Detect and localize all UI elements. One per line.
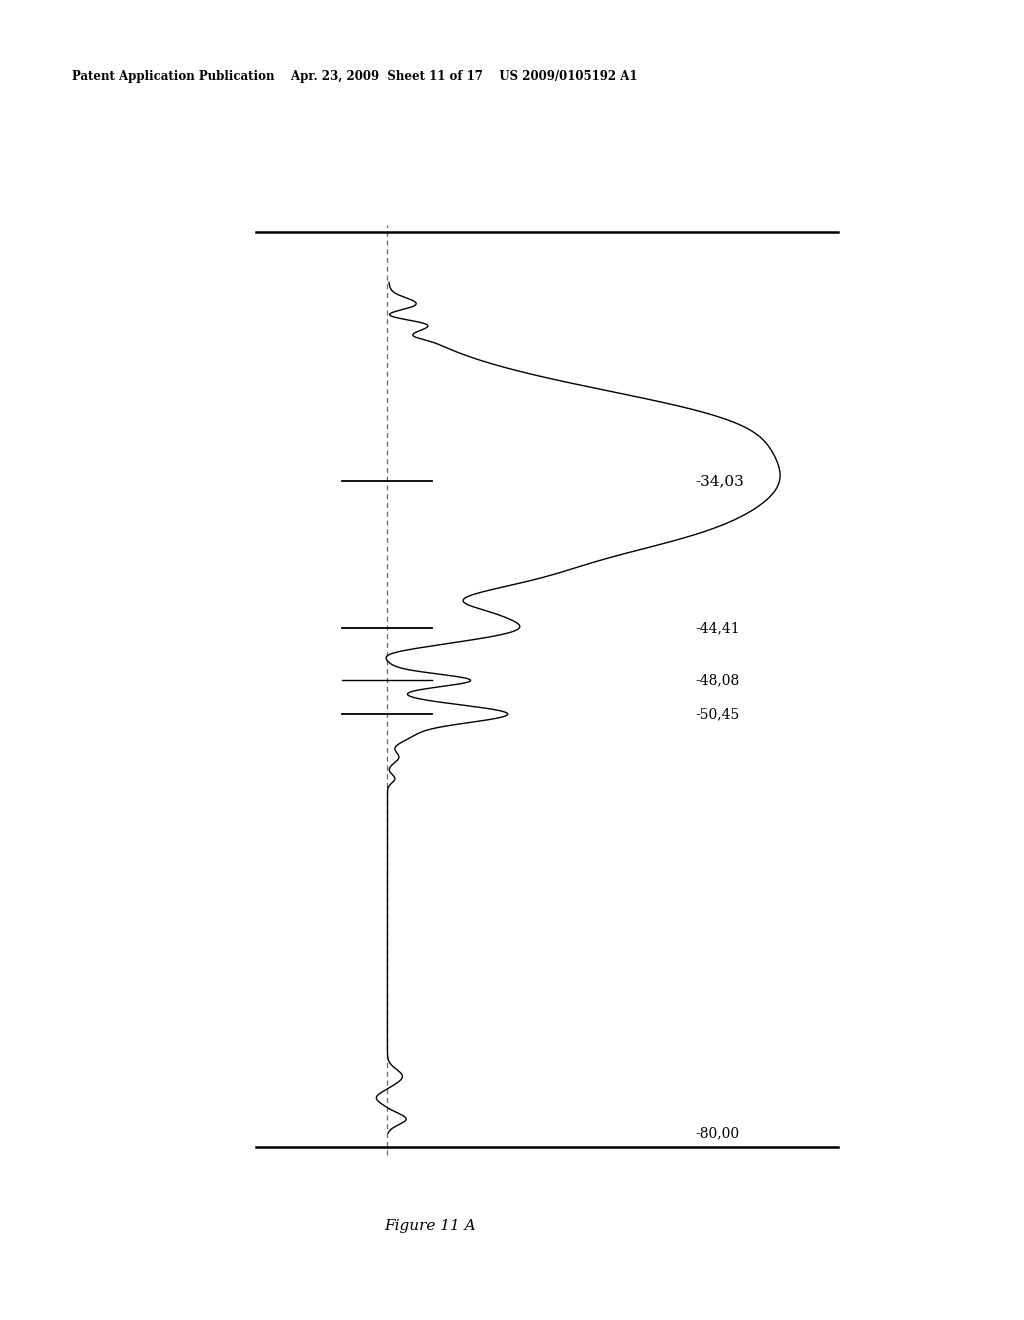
Text: -34,03: -34,03 [695, 474, 744, 488]
Text: -44,41: -44,41 [695, 622, 740, 635]
Text: Patent Application Publication    Apr. 23, 2009  Sheet 11 of 17    US 2009/01051: Patent Application Publication Apr. 23, … [72, 70, 637, 83]
Text: -50,45: -50,45 [695, 708, 739, 721]
Text: Figure 11 A: Figure 11 A [384, 1220, 476, 1233]
Text: -48,08: -48,08 [695, 673, 739, 688]
Text: -80,00: -80,00 [695, 1126, 739, 1140]
